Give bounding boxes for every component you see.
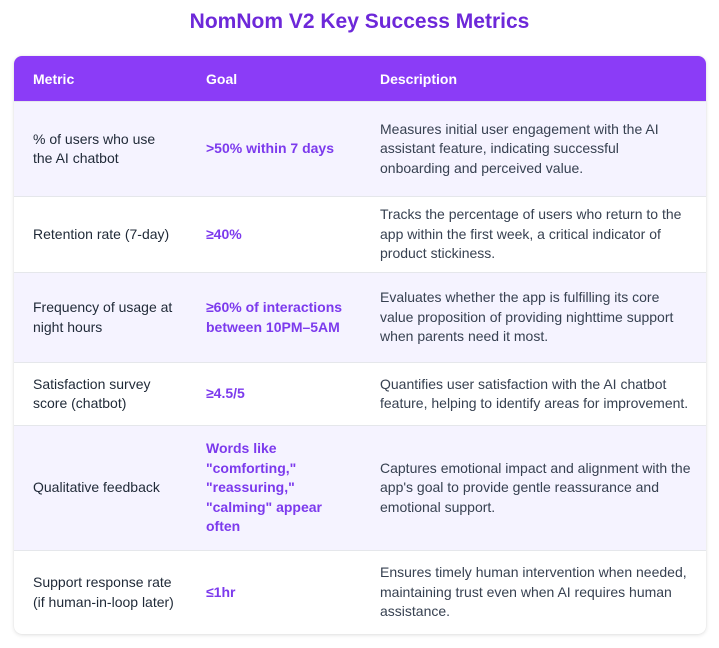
goal-cell: Words like "comforting," "reassuring," "… bbox=[206, 440, 322, 535]
header-goal: Goal bbox=[206, 70, 238, 87]
description-cell: Quantifies user satisfaction with the AI… bbox=[380, 375, 689, 412]
page-title: NomNom V2 Key Success Metrics bbox=[189, 10, 530, 33]
goal-cell: >50% within 7 days bbox=[206, 140, 334, 157]
description-cell: Ensures timely human intervention when n… bbox=[380, 564, 687, 620]
goal-cell: ≥40% bbox=[206, 225, 242, 242]
metric-cell: Frequency of usage at night hours bbox=[33, 299, 173, 335]
description-cell: Measures initial user engagement with th… bbox=[380, 120, 659, 176]
header-metric: Metric bbox=[33, 70, 75, 87]
metric-cell: Qualitative feedback bbox=[33, 479, 160, 496]
goal-cell: ≥4.5/5 bbox=[206, 385, 245, 402]
table-row: % of users who use the AI chatbot >50% w… bbox=[14, 101, 706, 196]
table-row: Frequency of usage at night hours ≥60% o… bbox=[14, 272, 706, 362]
metric-cell: Support response rate (if human-in-loop … bbox=[33, 574, 174, 610]
metric-cell: Satisfaction survey score (chatbot) bbox=[33, 375, 151, 412]
goal-cell: ≥60% of interactions between 10PM–5AM bbox=[206, 299, 343, 335]
metrics-table: Metric Goal Description % of users who u… bbox=[14, 56, 706, 634]
description-cell: Captures emotional impact and alignment … bbox=[380, 459, 691, 515]
description-cell: Tracks the percentage of users who retur… bbox=[380, 206, 682, 262]
metric-cell: Retention rate (7-day) bbox=[33, 225, 170, 242]
table-row: Retention rate (7-day) ≥40% Tracks the p… bbox=[14, 196, 706, 272]
header-description: Description bbox=[380, 70, 458, 87]
goal-cell: ≤1hr bbox=[206, 583, 236, 600]
metric-cell: % of users who use the AI chatbot bbox=[33, 130, 156, 167]
table-row: Support response rate (if human-in-loop … bbox=[14, 550, 706, 634]
table-row: Satisfaction survey score (chatbot) ≥4.5… bbox=[14, 362, 706, 425]
table-header: Metric Goal Description bbox=[14, 56, 706, 101]
description-cell: Evaluates whether the app is fulfilling … bbox=[380, 289, 674, 345]
table-row: Qualitative feedback Words like "comfort… bbox=[14, 425, 706, 550]
